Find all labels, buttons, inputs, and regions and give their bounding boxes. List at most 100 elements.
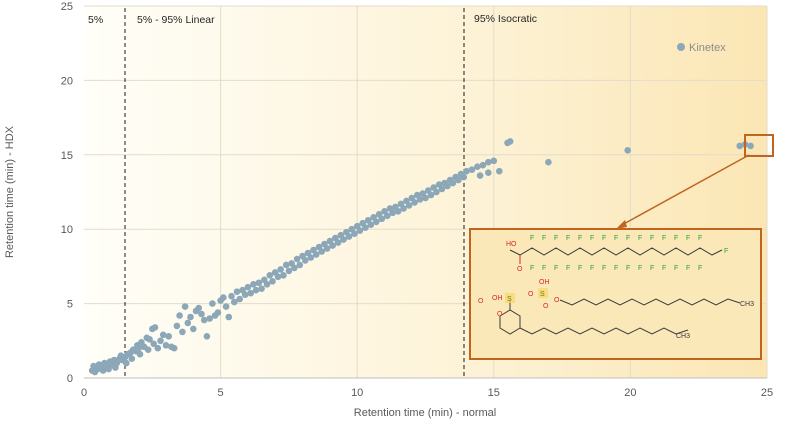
data-point	[427, 191, 435, 199]
fluorine-label: F	[530, 265, 534, 272]
data-point	[128, 355, 136, 363]
data-point	[277, 266, 285, 273]
y-tick-label: 20	[61, 75, 73, 87]
acid-ho-label: HO	[506, 241, 517, 248]
data-point	[624, 147, 631, 154]
x-tick-label: 0	[81, 387, 87, 399]
fluorine-label: F	[698, 235, 702, 242]
fluorine-label: F	[662, 265, 666, 272]
ch3-label-2: CH3	[740, 301, 754, 308]
fluorine-label: F	[566, 265, 570, 272]
data-point	[485, 169, 492, 176]
data-point	[747, 142, 754, 150]
legend: Kinetex	[677, 42, 726, 54]
data-point	[433, 188, 440, 196]
data-point	[438, 185, 446, 193]
oh-label-3: OH	[492, 295, 503, 302]
fluorine-label: F	[650, 235, 654, 242]
fluorine-label: F	[542, 265, 546, 272]
fluorine-label: F	[698, 265, 702, 272]
acid-o-label: O	[517, 266, 523, 273]
fluorine-label: F	[638, 235, 642, 242]
data-point	[252, 286, 260, 294]
data-point	[195, 304, 202, 312]
data-point	[209, 300, 216, 307]
data-point	[323, 245, 331, 252]
data-point	[455, 176, 462, 184]
data-point	[255, 279, 263, 287]
data-point	[233, 288, 241, 296]
data-point	[170, 344, 178, 352]
highlight-box	[744, 134, 774, 157]
fluorine-label: F	[530, 235, 534, 242]
data-point	[266, 272, 274, 279]
sulfur-label-2: S	[540, 291, 545, 298]
fluorine-label: F	[554, 235, 558, 242]
inset-structures: HO O F F F F F F F F F F F F F F F F F F F F F F F F F F F F F F F S O…	[469, 228, 762, 360]
region-label-2: 5% - 95% Linear	[137, 14, 215, 26]
data-point	[545, 158, 552, 166]
data-point	[285, 267, 293, 275]
x-tick-label: 5	[218, 387, 224, 399]
data-point	[198, 310, 205, 318]
data-point	[367, 221, 375, 228]
x-tick-label: 20	[624, 387, 636, 399]
data-point	[150, 340, 157, 348]
data-point	[241, 291, 249, 299]
data-point	[173, 322, 181, 330]
data-point	[165, 333, 172, 340]
data-point	[340, 236, 347, 243]
data-point	[179, 328, 186, 336]
fluorine-label: F	[566, 235, 570, 242]
fluorine-labels: F F F F F F F F F F F F F F F F F F F F F F F F F F F F F F F	[530, 235, 728, 272]
fluorine-label: F	[662, 235, 666, 242]
x-tick-label: 10	[351, 387, 363, 399]
y-axis-title: Retention time (min) - HDX	[4, 125, 16, 258]
data-point	[318, 248, 326, 255]
data-point	[203, 333, 211, 340]
ch3-label-3: CH3	[676, 333, 690, 340]
data-point	[263, 281, 271, 288]
data-point	[389, 209, 397, 217]
y-tick-label: 25	[61, 1, 73, 13]
data-point	[176, 312, 183, 319]
fluorine-label: F	[650, 265, 654, 272]
data-point	[228, 292, 235, 300]
data-point	[362, 224, 369, 231]
data-point	[378, 215, 386, 223]
data-point	[345, 233, 353, 240]
data-point	[296, 261, 304, 269]
data-point	[190, 325, 197, 333]
data-point	[373, 218, 380, 226]
fluorine-label: F	[626, 235, 630, 242]
data-point	[258, 285, 265, 293]
data-point	[206, 315, 213, 322]
o-label-2c: O	[554, 297, 560, 304]
y-tick-label: 15	[61, 150, 73, 162]
data-point	[187, 313, 194, 321]
data-point	[159, 331, 167, 339]
data-point	[307, 254, 315, 261]
fluorine-label: F	[638, 265, 642, 272]
fluorine-label: F	[626, 265, 630, 272]
y-tick-label: 10	[61, 224, 73, 236]
o-label-3b: O	[497, 311, 503, 318]
callout-arrow	[619, 154, 750, 227]
data-point	[200, 316, 208, 324]
o-label-3a: O	[478, 298, 484, 305]
data-point	[225, 313, 233, 321]
data-point	[136, 350, 144, 358]
data-point	[274, 273, 282, 281]
data-point	[250, 281, 257, 288]
fluorine-label: F	[542, 235, 546, 242]
data-point	[422, 194, 429, 202]
legend-label: Kinetex	[689, 42, 726, 54]
y-axis-ticks: 0 5 10 15 20 25	[61, 1, 73, 385]
sulfur-label-3: S	[507, 296, 512, 303]
data-point	[181, 303, 189, 310]
legend-marker	[677, 43, 685, 51]
data-point	[506, 138, 514, 145]
data-point	[400, 205, 407, 212]
region-label-1: 5%	[88, 14, 103, 26]
data-point	[135, 344, 142, 352]
